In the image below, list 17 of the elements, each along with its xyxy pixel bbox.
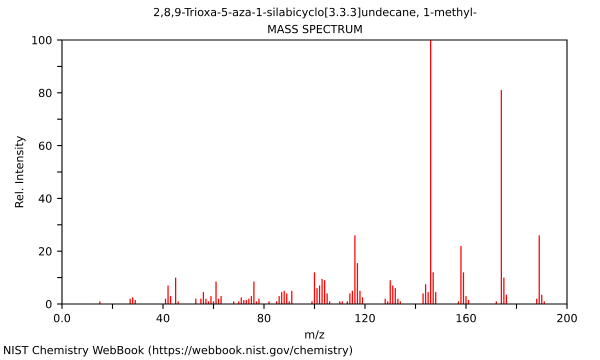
y-axis-title: Rel. Intensity — [14, 136, 26, 208]
chart-title: 2,8,9-Trioxa-5-aza-1-silabicyclo[3.3.3]undecane, 1-methyl- — [154, 8, 476, 18]
y-tick-label: 0 — [46, 300, 52, 308]
x-tick-label: 200 — [557, 314, 577, 322]
y-tick-label: 20 — [38, 247, 52, 256]
y-tick-label: 60 — [38, 142, 52, 150]
text: NIST Chemistry WebBook (https://webbook.nist.gov/chemistry) — [4, 346, 352, 356]
x-tick-label: 160 — [456, 314, 476, 322]
x-tick-label: 80 — [258, 314, 270, 322]
y-tick-label: 100 — [32, 36, 52, 44]
y-tick-label: 40 — [38, 194, 52, 203]
x-axis-title: m/z — [305, 330, 324, 340]
x-tick-label: 0.0 — [54, 314, 70, 322]
y-tick-label: 80 — [38, 88, 52, 98]
x-tick-label: 40 — [156, 314, 170, 322]
x-tick-label: 120 — [356, 314, 375, 322]
chart-subtitle: MASS SPECTRUM — [268, 24, 362, 34]
